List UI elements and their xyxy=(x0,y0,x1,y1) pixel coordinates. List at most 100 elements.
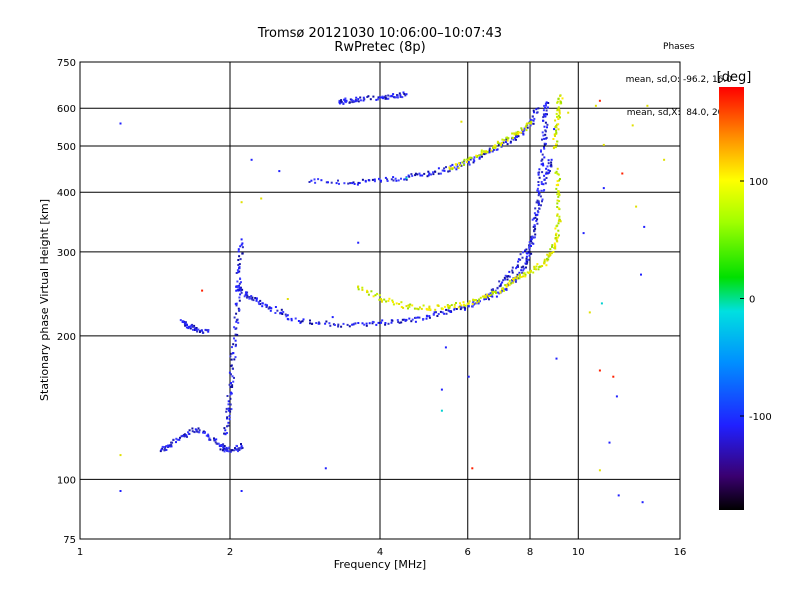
echo-point xyxy=(451,168,454,171)
echo-point xyxy=(196,430,198,433)
echo-point xyxy=(414,316,416,319)
echo-point xyxy=(441,307,444,310)
echo-point xyxy=(380,299,383,302)
echo-point xyxy=(241,242,244,245)
echo-point xyxy=(556,109,559,112)
echo-point xyxy=(513,133,516,136)
echo-point xyxy=(440,409,443,412)
echo-point xyxy=(250,295,253,297)
echo-point xyxy=(175,437,178,440)
echo-point xyxy=(516,135,518,138)
echo-point xyxy=(556,167,559,170)
echo-point xyxy=(240,445,243,448)
echo-point xyxy=(250,297,252,300)
echo-point xyxy=(522,269,525,272)
echo-point xyxy=(537,181,540,183)
echo-point xyxy=(363,323,366,326)
echo-point xyxy=(405,177,408,180)
echo-point xyxy=(165,445,168,447)
echo-point xyxy=(541,153,544,156)
echo-point xyxy=(382,97,384,99)
echo-point xyxy=(478,154,480,157)
echo-point xyxy=(199,330,202,333)
echo-point xyxy=(646,104,649,107)
echo-point xyxy=(179,319,182,322)
echo-point xyxy=(427,308,430,311)
echo-point xyxy=(540,159,543,162)
echo-point xyxy=(401,318,404,321)
echo-point xyxy=(549,254,552,256)
echo-point xyxy=(183,321,186,324)
echo-point xyxy=(390,94,393,97)
echo-point xyxy=(215,442,218,445)
echo-point xyxy=(488,147,491,150)
echo-point xyxy=(204,328,207,331)
echo-point xyxy=(236,286,239,289)
echo-point xyxy=(503,276,506,279)
echo-point xyxy=(418,316,421,319)
echo-point xyxy=(302,318,305,321)
echo-point xyxy=(477,300,480,303)
echo-point xyxy=(226,425,228,428)
echo-point xyxy=(499,283,502,286)
echo-point xyxy=(513,279,516,282)
echo-point xyxy=(528,122,531,125)
echo-point xyxy=(537,200,540,203)
echo-point xyxy=(418,172,421,175)
echo-point xyxy=(241,288,244,291)
echo-point xyxy=(229,410,232,413)
echo-point xyxy=(119,454,122,457)
echo-point xyxy=(532,119,535,122)
echo-point xyxy=(538,168,541,171)
echo-point xyxy=(198,429,201,432)
echo-point xyxy=(240,201,243,204)
echo-point xyxy=(553,128,556,131)
echo-point xyxy=(388,297,391,300)
echo-point xyxy=(555,124,557,127)
echo-point xyxy=(505,284,508,287)
echo-point xyxy=(428,306,431,309)
echo-point xyxy=(190,324,193,327)
echo-point xyxy=(540,150,542,153)
echo-point xyxy=(481,152,484,155)
colorbar-label: [deg] xyxy=(717,70,752,85)
echo-point xyxy=(433,311,436,314)
echo-point xyxy=(437,167,440,170)
echo-point xyxy=(279,312,282,315)
echo-point xyxy=(396,94,398,96)
echo-point xyxy=(486,293,489,296)
echo-point xyxy=(559,116,561,119)
echo-point xyxy=(377,321,380,324)
echo-point xyxy=(556,172,559,175)
chart-title: Tromsø 20121030 10:06:00–10:07:43 xyxy=(257,26,503,41)
echo-point xyxy=(222,446,225,449)
echo-point xyxy=(422,304,425,307)
echo-point xyxy=(557,234,560,237)
echo-point xyxy=(229,397,232,400)
echo-point xyxy=(231,384,234,387)
echo-point xyxy=(237,248,240,251)
echo-point xyxy=(411,304,414,307)
echo-point xyxy=(251,296,254,299)
echo-point xyxy=(381,319,384,322)
echo-point xyxy=(191,430,194,433)
echo-point xyxy=(480,153,483,156)
echo-point xyxy=(543,147,546,150)
echo-point xyxy=(480,151,483,153)
echo-point xyxy=(554,237,557,240)
echo-point xyxy=(227,400,230,403)
echo-point xyxy=(380,298,382,300)
echo-point xyxy=(384,322,387,324)
echo-point xyxy=(235,312,238,315)
echo-point xyxy=(231,367,234,370)
echo-point xyxy=(553,146,556,148)
echo-point xyxy=(358,182,361,184)
echo-point xyxy=(588,311,591,314)
echo-point xyxy=(525,129,528,132)
echo-point xyxy=(233,316,236,319)
echo-point xyxy=(530,236,533,238)
echo-point xyxy=(361,322,364,325)
echo-point xyxy=(560,101,562,104)
echo-point xyxy=(522,265,525,268)
echo-point xyxy=(506,143,509,146)
